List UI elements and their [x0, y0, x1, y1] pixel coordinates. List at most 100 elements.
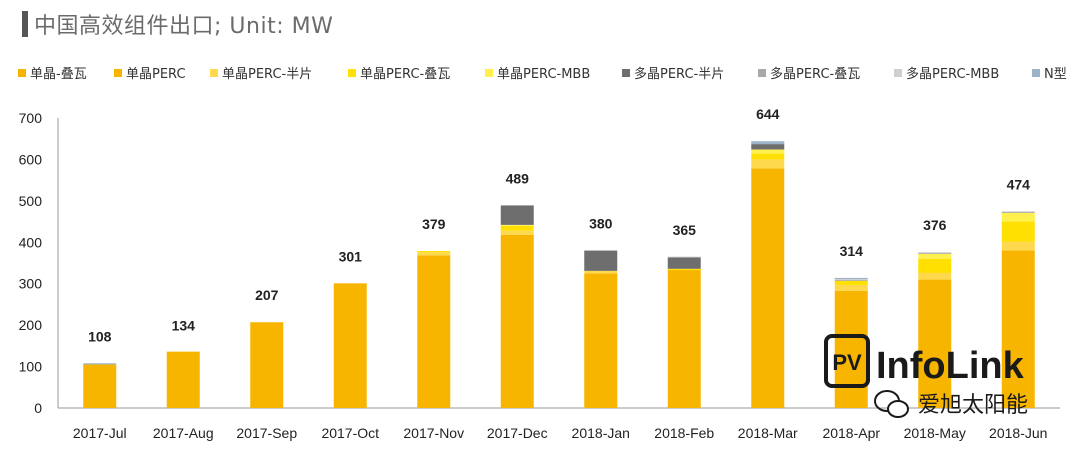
total-label-2018-Feb: 365: [673, 222, 697, 238]
legend-swatch-9: [1032, 69, 1040, 77]
y-tick-label-600: 600: [19, 151, 43, 167]
bar-2017-Dec-series-3: [500, 230, 534, 235]
bar-2018-May-series-8: [918, 252, 952, 254]
y-tick-label-0: 0: [34, 400, 42, 416]
bar-2017-Nov-series-4: [417, 250, 451, 253]
bar-2018-Jan-series-6: [584, 250, 618, 271]
legend-label-5: 单晶PERC-MBB: [497, 67, 590, 82]
x-tick-label-2018-Feb: 2018-Feb: [654, 425, 714, 441]
bar-2018-Apr-series-3: [834, 284, 868, 291]
watermark: PV InfoLink 爱旭太阳能: [824, 334, 1028, 418]
x-tick-label-2017-Sep: 2017-Sep: [236, 425, 297, 441]
bar-2018-Apr-series-2: [834, 290, 868, 408]
infolink-logo-text: InfoLink: [876, 345, 1025, 387]
total-label-2017-Oct: 301: [339, 248, 363, 264]
legend-label-7: 多晶PERC-叠瓦: [770, 66, 860, 82]
bar-2017-Dec-series-4: [500, 225, 534, 231]
bar-2017-Jul-series-2: [83, 364, 117, 408]
bar-2018-Mar-series-4: [751, 153, 785, 160]
legend-swatch-4: [348, 69, 356, 77]
legend-swatch-8: [894, 69, 902, 77]
y-tick-label-400: 400: [19, 234, 43, 250]
bar-2018-Feb-series-4: [667, 268, 701, 271]
bar-2018-Jun-series-2: [1001, 250, 1035, 408]
x-tick-label-2018-May: 2018-May: [904, 425, 966, 441]
legend-label-3: 单晶PERC-半片: [222, 67, 312, 82]
bar-2018-Jan-series-3: [584, 270, 618, 274]
x-tick-label-2017-Oct: 2017-Oct: [321, 425, 379, 441]
bar-2017-Jul-series-9: [83, 363, 117, 365]
bar-2017-Sep-series-2: [250, 322, 284, 408]
legend-swatch-1: [18, 69, 26, 77]
y-tick-label-300: 300: [19, 276, 43, 292]
total-label-2018-Jun: 474: [1007, 177, 1031, 193]
legend-label-2: 单晶PERC: [126, 67, 186, 82]
pv-logo-box: [824, 334, 870, 388]
bar-2018-Feb-series-7: [667, 256, 701, 258]
bar-2017-Oct-series-2: [333, 283, 367, 408]
chart-title: 中国高效组件出口; Unit: MW: [34, 14, 334, 39]
wechat-account-name: 爱旭太阳能: [918, 393, 1028, 418]
bar-2018-Jun-series-5: [1001, 212, 1035, 222]
bar-2017-Dec-series-6: [500, 205, 534, 225]
title-marker: [22, 11, 28, 37]
bar-2018-Apr-series-9: [834, 277, 868, 280]
total-label-2018-Jan: 380: [589, 216, 613, 232]
legend-swatch-2: [114, 69, 122, 77]
total-label-2018-May: 376: [923, 217, 947, 233]
x-tick-label-2018-Apr: 2018-Apr: [822, 425, 880, 441]
bar-2018-May-series-7: [918, 253, 952, 254]
bar-2018-Mar-series-3: [751, 159, 785, 169]
bar-2017-Nov-series-2: [417, 255, 451, 408]
bar-2018-May-series-2: [918, 279, 952, 408]
wechat-icon: [874, 390, 909, 418]
legend-swatch-6: [622, 69, 630, 77]
bar-2018-Mar-series-5: [751, 149, 785, 154]
y-tick-label-700: 700: [19, 110, 43, 126]
total-label-2017-Nov: 379: [422, 216, 446, 232]
y-tick-label-500: 500: [19, 193, 43, 209]
bar-2018-May-series-4: [918, 258, 952, 273]
legend-swatch-7: [758, 69, 766, 77]
bars: [83, 141, 1035, 408]
bar-2018-Mar-series-2: [751, 168, 785, 408]
bar-2017-Dec-series-2: [500, 234, 534, 408]
legend-swatch-5: [485, 69, 493, 77]
bar-2018-Apr-series-4: [834, 280, 868, 285]
legend: 单晶-叠瓦 单晶PERC 单晶PERC-半片 单晶PERC-叠瓦 单晶PERC-MBB 多…: [18, 66, 1067, 82]
bar-2018-Apr-series-7: [834, 279, 868, 281]
x-tick-label-2018-Jun: 2018-Jun: [989, 425, 1047, 441]
total-label-2018-Mar: 644: [756, 106, 780, 122]
bar-2018-Jan-series-2: [584, 273, 618, 408]
legend-label-1: 单晶-叠瓦: [30, 67, 87, 82]
legend-label-9: N型: [1044, 67, 1067, 82]
bar-2018-Mar-series-9: [751, 141, 785, 145]
bar-2017-Nov-series-3: [417, 252, 451, 256]
total-label-2018-Apr: 314: [840, 243, 864, 259]
pv-logo-text: PV: [832, 350, 862, 375]
total-label-2017-Jul: 108: [88, 328, 112, 344]
bar-2018-Apr-series-8: [834, 279, 868, 280]
y-tick-label-100: 100: [19, 359, 43, 375]
bar-2018-Feb-series-6: [667, 257, 701, 269]
x-tick-label-2017-Aug: 2017-Aug: [153, 425, 214, 441]
bar-2018-May-series-5: [918, 253, 952, 259]
total-label-2017-Aug: 134: [172, 317, 196, 333]
bar-2017-Aug-series-2: [166, 351, 200, 408]
x-tick-label-2017-Dec: 2017-Dec: [487, 425, 548, 441]
bar-2018-Jun-series-3: [1001, 241, 1035, 251]
x-tick-label-2018-Mar: 2018-Mar: [738, 425, 798, 441]
total-label-2017-Dec: 489: [506, 170, 530, 186]
legend-label-6: 多晶PERC-半片: [634, 66, 724, 82]
total-labels: 108 134 207 301 379 489 380 365 644 314 376 474: [88, 106, 1030, 344]
x-tick-label-2017-Jul: 2017-Jul: [73, 425, 127, 441]
x-axis: 2017-Jul 2017-Aug 2017-Sep 2017-Oct 2017-Nov…: [58, 407, 1060, 441]
bar-2018-Jun-series-4: [1001, 221, 1035, 242]
x-tick-label-2018-Jan: 2018-Jan: [572, 425, 630, 441]
legend-swatch-3: [210, 69, 218, 77]
x-tick-label-2017-Nov: 2017-Nov: [403, 425, 464, 441]
y-axis: 0 100 200 300 400 500 600 700: [19, 110, 59, 416]
bar-2018-May-series-3: [918, 272, 952, 280]
bar-2018-Jun-series-7: [1001, 211, 1035, 213]
